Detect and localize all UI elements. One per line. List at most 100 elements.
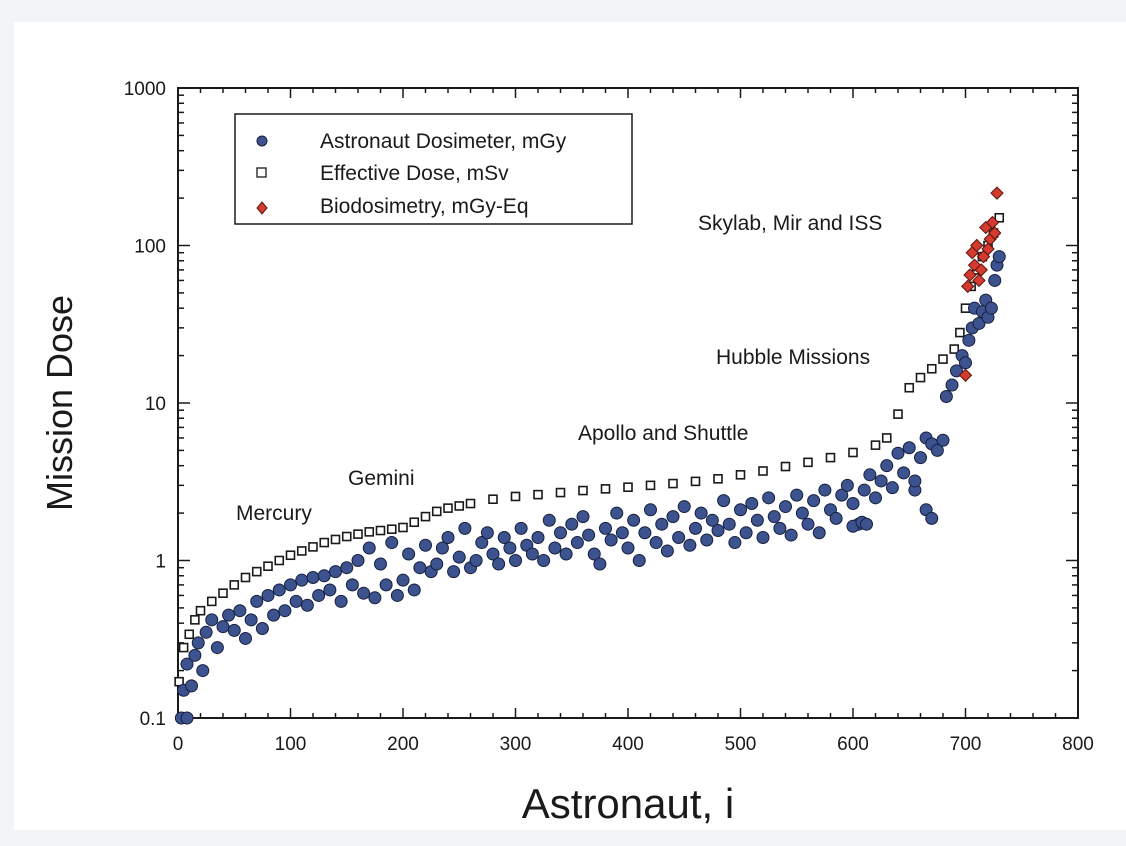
dosimeter-point xyxy=(992,250,1006,264)
legend-marker-biodosimetry xyxy=(256,201,268,215)
x-tick-label: 700 xyxy=(950,734,982,755)
dosimeter-point xyxy=(385,536,399,550)
series-circle xyxy=(174,250,1006,725)
dosimeter-point xyxy=(390,588,404,602)
dosimeter-point xyxy=(988,273,1002,287)
dosimeter-point xyxy=(829,511,843,525)
dosimeter-point xyxy=(694,506,708,520)
effective-dose-point xyxy=(190,615,200,625)
x-tick-label: 200 xyxy=(387,734,419,755)
dosimeter-point xyxy=(627,513,641,527)
dosimeter-point xyxy=(272,583,286,597)
dosimeter-point xyxy=(739,526,753,540)
annotation-skylab-mir-iss: Skylab, Mir and ISS xyxy=(698,212,882,235)
legend-label-effective-dose: Effective Dose, mSv xyxy=(320,162,509,185)
dosimeter-point xyxy=(537,554,551,567)
dosimeter-point xyxy=(972,316,986,330)
effective-dose-point xyxy=(240,572,251,583)
dosimeter-point xyxy=(374,557,387,571)
dosimeter-point xyxy=(407,583,421,597)
dosimeter-point xyxy=(722,517,736,531)
annotation-mercury: Mercury xyxy=(236,502,312,525)
dosimeter-point xyxy=(908,474,922,488)
effective-dose-point xyxy=(229,580,240,590)
dosimeter-point xyxy=(329,565,342,579)
biodosimetry-point xyxy=(963,268,977,282)
dosimeter-point xyxy=(835,488,849,502)
x-tick-label: 500 xyxy=(725,734,757,755)
dosimeter-point xyxy=(745,497,759,511)
effective-dose-point xyxy=(263,561,273,572)
y-tick-label: 0.1 xyxy=(140,709,166,730)
dosimeter-point xyxy=(196,664,210,678)
dosimeter-point xyxy=(458,521,472,535)
effective-dose-point xyxy=(600,484,611,494)
effective-dose-point xyxy=(251,566,262,577)
dosimeter-point xyxy=(914,451,927,465)
dosimeter-point xyxy=(210,641,224,655)
effective-dose-point xyxy=(555,487,566,498)
effective-dose-point xyxy=(955,327,965,338)
effective-dose-point xyxy=(713,474,723,484)
dosimeter-point xyxy=(795,506,809,520)
dosimeter-point xyxy=(492,557,506,571)
biodosimetry-point xyxy=(958,368,973,382)
dosimeter-point xyxy=(930,443,944,457)
dosimeter-point xyxy=(587,547,601,561)
dosimeter-point xyxy=(191,636,205,650)
dosimeter-point xyxy=(570,536,584,550)
dosimeter-point xyxy=(818,483,832,497)
dosimeter-point xyxy=(312,588,326,602)
y-tick-label: 100 xyxy=(134,237,166,258)
dosimeter-point xyxy=(475,536,489,550)
legend-marker-effective-dose xyxy=(256,167,267,178)
dosimeter-point xyxy=(255,622,269,636)
x-tick-label: 600 xyxy=(837,734,869,755)
dosimeter-point xyxy=(880,459,894,473)
annotation-apollo-shuttle: Apollo and Shuttle xyxy=(578,422,748,445)
effective-dose-point xyxy=(915,372,926,383)
effective-dose-point xyxy=(803,457,813,468)
effective-dose-point xyxy=(510,491,521,502)
x-tick-label: 400 xyxy=(612,734,644,755)
dosimeter-point xyxy=(756,530,770,544)
legend-label-dosimeter: Astronaut Dosimeter, mGy xyxy=(320,130,567,153)
effective-dose-point xyxy=(375,525,386,536)
dosimeter-point xyxy=(945,378,959,392)
dosimeter-point xyxy=(767,510,781,524)
legend-label-biodosimetry: Biodosimetry, mGy-Eq xyxy=(320,195,529,218)
series-square xyxy=(174,212,1005,687)
dosimeter-point xyxy=(435,541,449,555)
effective-dose-point xyxy=(178,642,189,653)
dosimeter-point xyxy=(728,536,742,550)
dosimeter-point xyxy=(610,506,624,520)
effective-dose-point xyxy=(938,354,948,364)
dosimeter-point xyxy=(576,510,590,524)
y-tick-label: 1 xyxy=(155,552,166,573)
effective-dose-point xyxy=(848,447,858,458)
dosimeter-point xyxy=(362,541,376,555)
dosimeter-point xyxy=(784,528,798,542)
dosimeter-point xyxy=(351,554,365,567)
x-tick-label: 100 xyxy=(275,734,307,755)
dosimeter-point xyxy=(773,521,787,535)
effective-dose-point xyxy=(443,503,453,513)
dosimeter-point xyxy=(413,561,427,575)
dosimeter-point xyxy=(962,333,976,347)
dosimeter-point xyxy=(261,588,275,602)
effective-dose-point xyxy=(420,511,431,522)
dosimeter-point xyxy=(885,481,899,495)
dosimeter-point xyxy=(582,528,596,542)
effective-dose-point xyxy=(274,555,285,566)
dosimeter-point xyxy=(632,554,646,567)
dosimeter-point xyxy=(469,554,483,567)
effective-dose-point xyxy=(454,501,465,511)
dosimeter-point xyxy=(874,474,888,488)
dosimeter-point xyxy=(185,679,198,693)
dosimeter-point xyxy=(486,547,500,561)
dosimeter-point xyxy=(239,631,252,645)
dosimeter-point xyxy=(863,468,877,482)
dosimeter-point xyxy=(939,389,953,403)
dosimeter-point xyxy=(762,491,776,505)
dosimeter-point xyxy=(441,530,455,544)
